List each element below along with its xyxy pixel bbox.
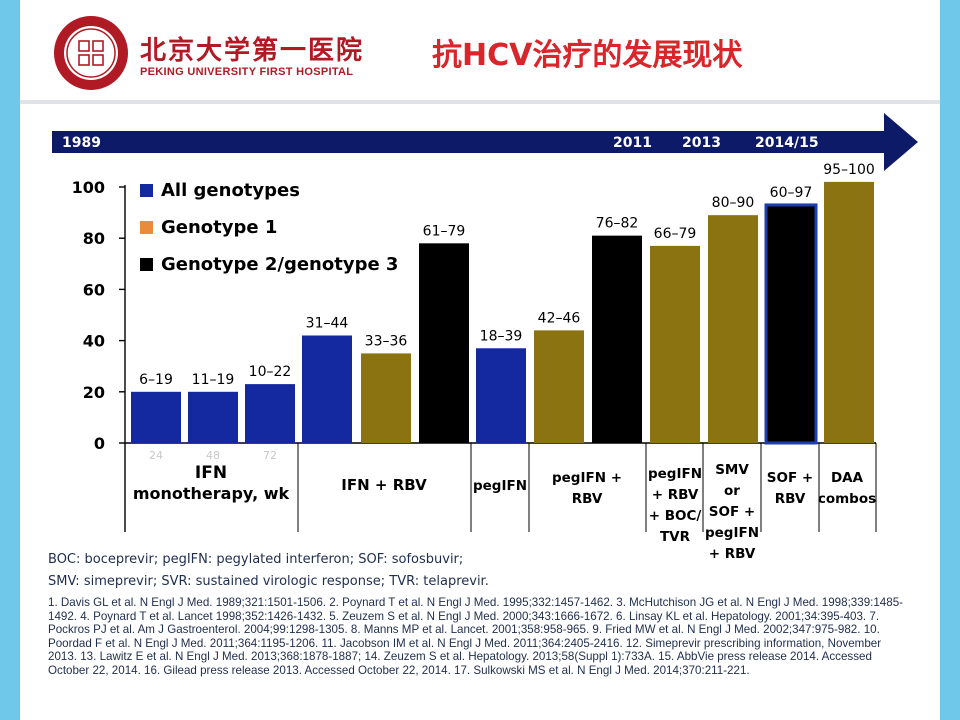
bar-6 xyxy=(419,243,469,443)
group-label: pegIFN xyxy=(648,466,702,482)
group-label: SOF + xyxy=(767,470,813,486)
right-accent-stripe xyxy=(940,0,960,720)
left-accent-stripe xyxy=(0,0,20,720)
abbreviations-line: BOC: boceprevir; pegIFN: pegylated inter… xyxy=(48,552,464,567)
bar-1 xyxy=(131,391,181,443)
slide-title: 抗HCV治疗的发展现状 xyxy=(432,38,743,73)
group-label: or xyxy=(724,483,740,499)
group-label: DAA xyxy=(831,470,864,486)
bar-8 xyxy=(534,330,584,443)
legend-swatch-blue xyxy=(140,184,153,197)
y-tick-label: 100 xyxy=(72,178,105,197)
timeline-arrow xyxy=(52,113,918,171)
bar-7 xyxy=(476,348,526,443)
bar-11 xyxy=(708,215,758,443)
weeks-sub-label: 24 xyxy=(149,449,163,462)
group-label: pegIFN xyxy=(705,525,759,541)
group-label: RBV xyxy=(775,491,806,507)
bar-4 xyxy=(302,335,352,443)
bar-value-label: 10–22 xyxy=(249,364,292,380)
hospital-name-english: PEKING UNIVERSITY FIRST HOSPITAL xyxy=(140,66,354,78)
legend-label: Genotype 1 xyxy=(161,217,278,238)
y-tick-label: 20 xyxy=(83,383,105,402)
group-label: + BOC/ xyxy=(649,508,702,524)
references-list: 1. Davis GL et al. N Engl J Med. 1989;32… xyxy=(48,596,904,677)
bar-value-label: 11–19 xyxy=(192,372,235,388)
bar-value-label: 66–79 xyxy=(654,226,697,242)
bar-12 xyxy=(764,203,818,445)
group-label: + RBV xyxy=(709,546,756,562)
group-label: pegIFN + xyxy=(552,470,622,486)
bar-value-label: 6–19 xyxy=(139,372,173,388)
timeline-label-2013: 2013 xyxy=(682,135,721,151)
legend-item-genotype-2-3: Genotype 2/genotype 3 xyxy=(140,246,398,283)
bar-value-label: 33–36 xyxy=(365,333,408,349)
y-tick-label: 80 xyxy=(83,229,105,248)
group-label: pegIFN xyxy=(473,478,527,494)
bar-3 xyxy=(245,384,295,443)
header-divider xyxy=(20,100,940,104)
timeline-label-2014-15: 2014/15 xyxy=(755,135,819,151)
university-seal-logo xyxy=(54,16,128,90)
bar-9 xyxy=(592,235,642,443)
timeline-label-2011: 2011 xyxy=(613,135,652,151)
group-label: monotherapy, wk xyxy=(133,484,290,503)
group-label: IFN xyxy=(195,463,227,483)
bar-value-label: 61–79 xyxy=(423,223,466,239)
legend-label: All genotypes xyxy=(161,180,300,201)
y-tick-label: 40 xyxy=(83,332,105,351)
bar-value-label: 95–100 xyxy=(823,162,875,178)
group-label: IFN + RBV xyxy=(341,476,427,494)
legend-item-genotype-1: Genotype 1 xyxy=(140,209,398,246)
weeks-sub-label: 48 xyxy=(206,449,220,462)
timeline-label-1989: 1989 xyxy=(62,135,101,151)
bar-value-label: 76–82 xyxy=(596,216,639,232)
y-tick-label: 60 xyxy=(83,280,105,299)
legend-swatch-black xyxy=(140,258,153,271)
legend-swatch-orange xyxy=(140,221,153,234)
bar-2 xyxy=(188,391,238,443)
group-label: + RBV xyxy=(652,487,699,503)
group-label: SMV xyxy=(715,462,749,478)
bar-value-label: 18–39 xyxy=(480,328,523,344)
chart-legend: All genotypes Genotype 1 Genotype 2/geno… xyxy=(140,172,398,283)
bar-value-label: 60–97 xyxy=(770,185,813,201)
y-tick-label: 0 xyxy=(94,434,105,453)
legend-label: Genotype 2/genotype 3 xyxy=(161,254,399,275)
abbreviations-note: BOC: boceprevir; pegIFN: pegylated inter… xyxy=(48,549,489,593)
weeks-sub-label: 72 xyxy=(263,449,277,462)
legend-item-all-genotypes: All genotypes xyxy=(140,172,398,209)
group-label: RBV xyxy=(572,491,603,507)
bar-13 xyxy=(824,181,874,443)
group-label: combos xyxy=(818,491,876,507)
bar-value-label: 42–46 xyxy=(538,310,581,326)
bar-5 xyxy=(361,353,411,443)
bar-value-label: 80–90 xyxy=(712,195,755,211)
group-label: TVR xyxy=(660,529,691,545)
group-label: SOF + xyxy=(709,504,755,520)
bar-value-label: 31–44 xyxy=(306,315,349,331)
abbreviations-line: SMV: simeprevir; SVR: sustained virologi… xyxy=(48,574,489,589)
hospital-name-chinese: 北京大学第一医院 xyxy=(140,36,365,66)
bar-10 xyxy=(650,245,700,443)
